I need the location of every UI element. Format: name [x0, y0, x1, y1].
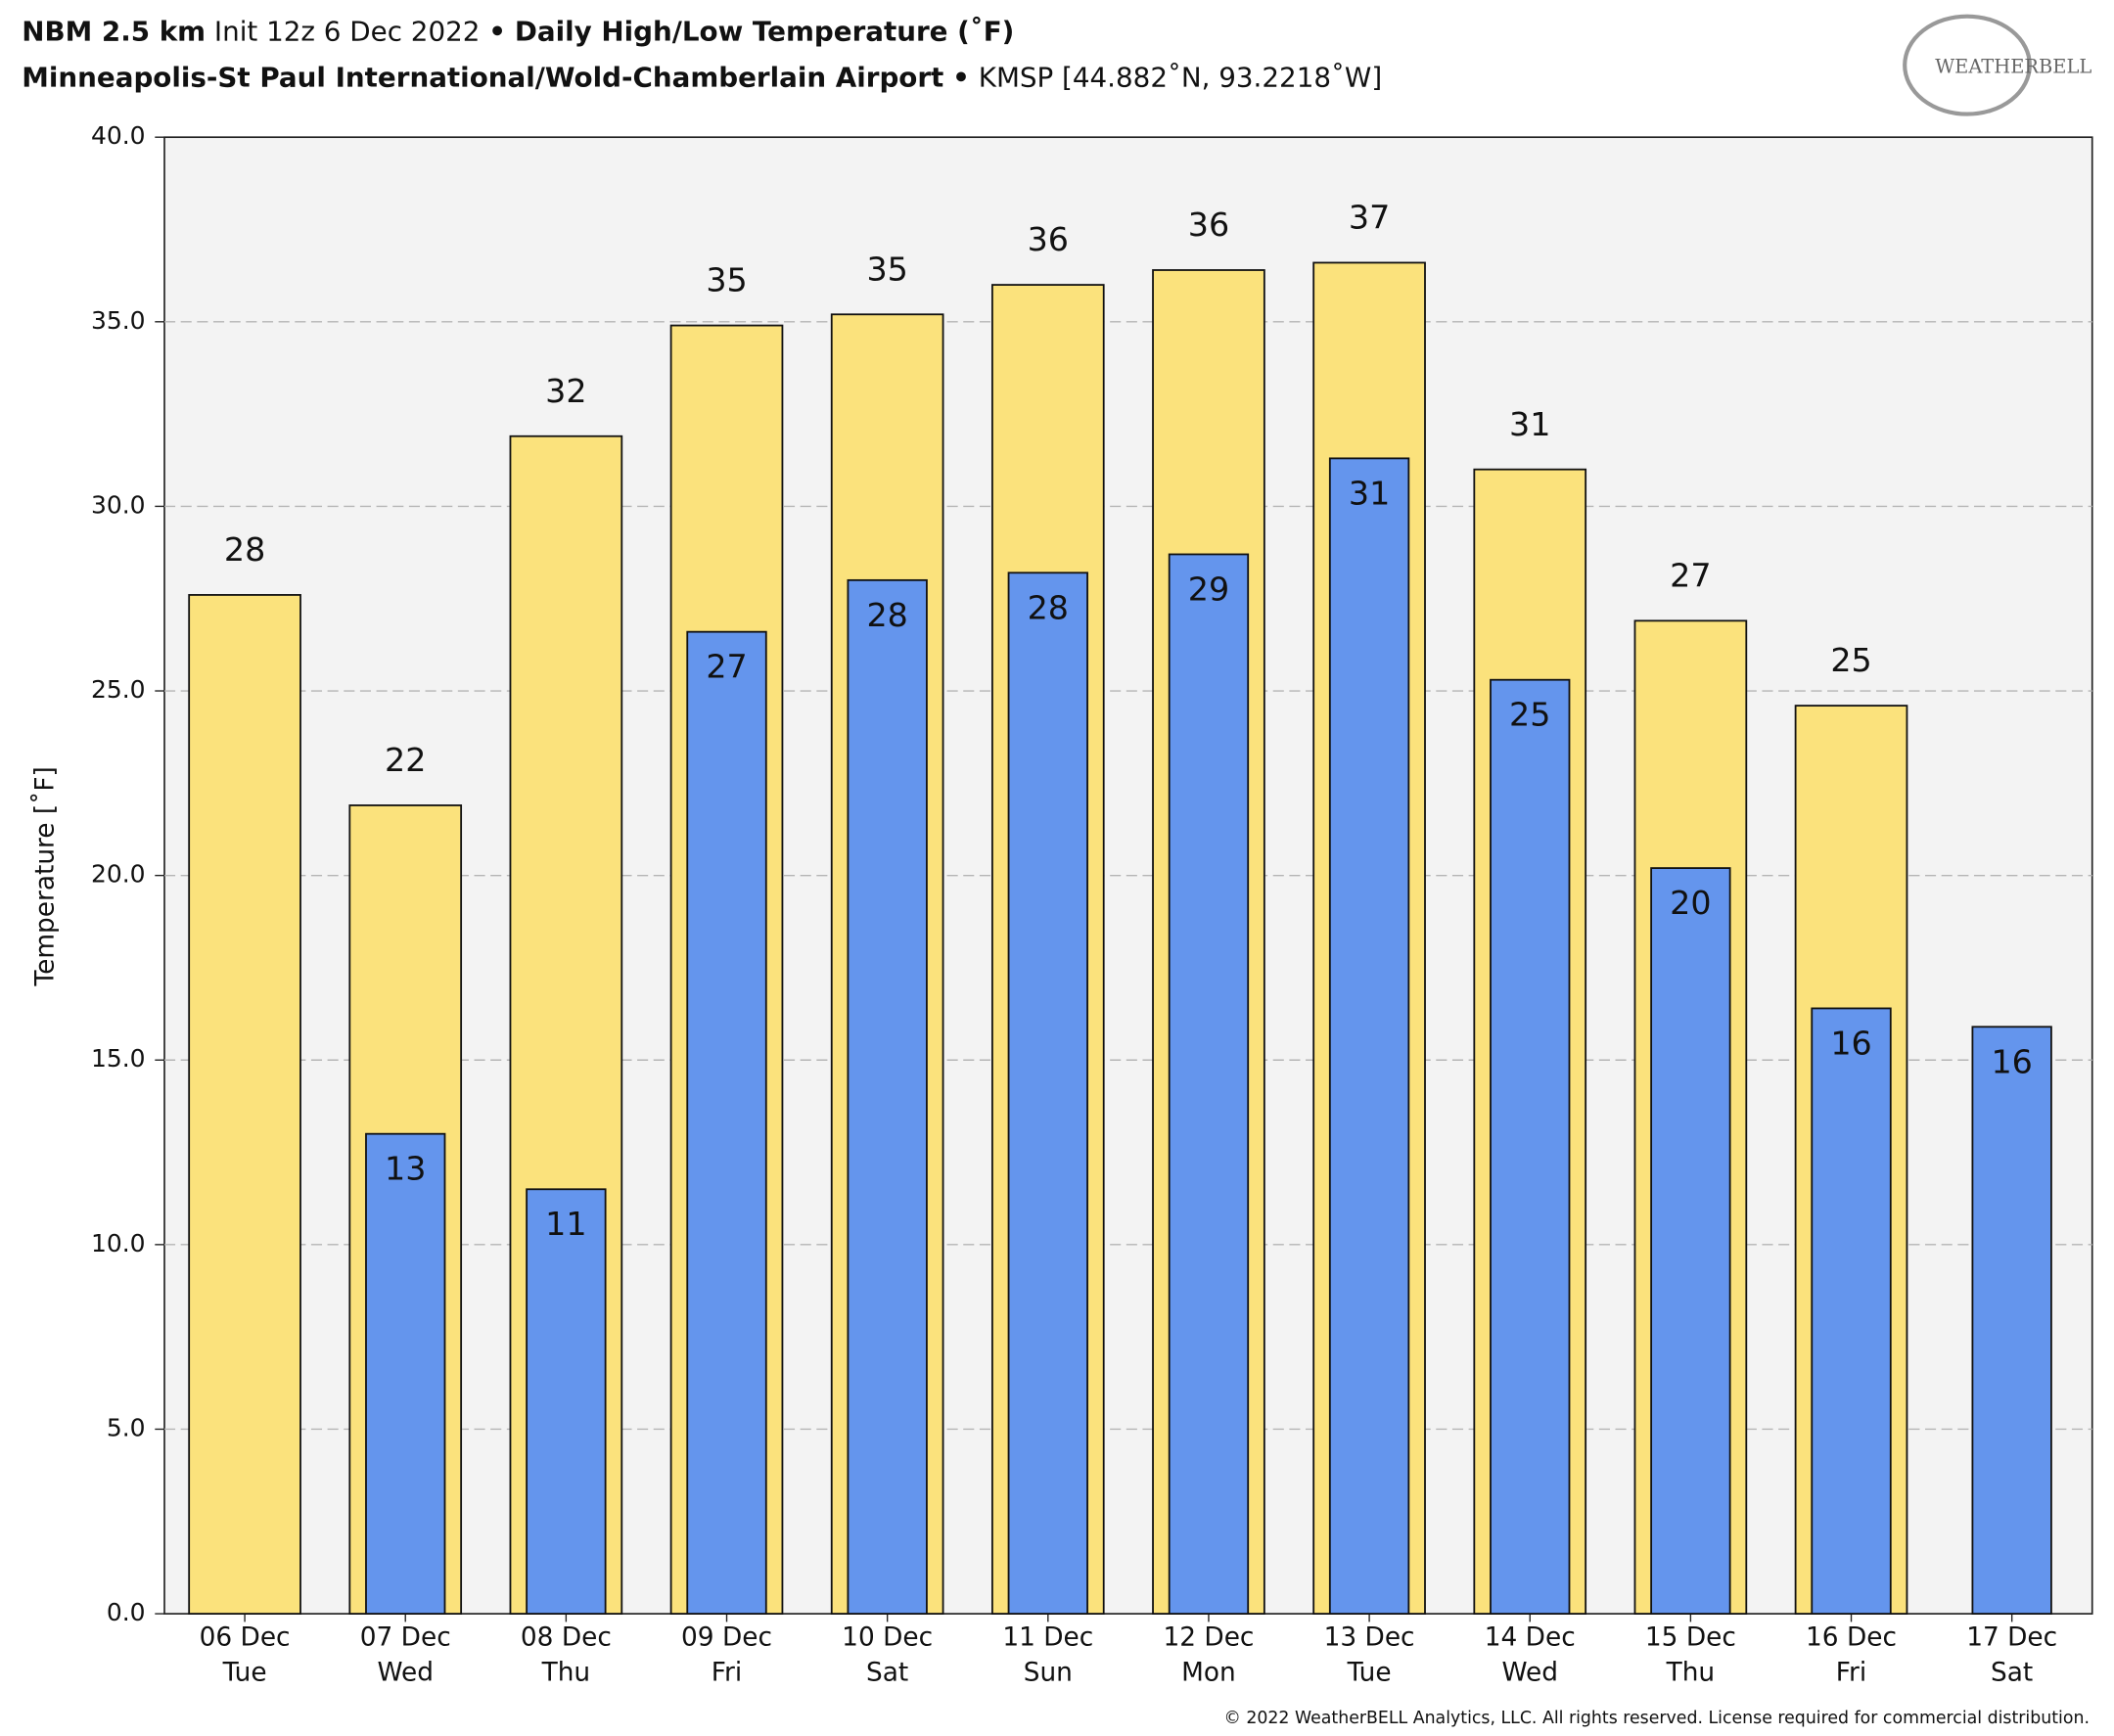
bar: [1328, 457, 1410, 1615]
value-label: 28: [866, 596, 907, 634]
bar: [188, 594, 301, 1615]
value-label: 35: [866, 250, 907, 288]
x-tick-label: 11 Dec: [1002, 1623, 1093, 1653]
bar: [686, 630, 767, 1615]
x-tick-label: 16 Dec: [1806, 1623, 1897, 1653]
subtitle-part: •: [952, 62, 970, 94]
title-part: •: [488, 15, 506, 47]
y-tick-label: 35.0: [91, 306, 146, 335]
x-tick-label: 09 Dec: [681, 1623, 772, 1653]
y-axis-label: Temperature [˚F]: [31, 766, 61, 986]
x-tick-label: Tue: [222, 1659, 267, 1688]
x-tick-label: 08 Dec: [521, 1623, 612, 1653]
y-tick-label: 40.0: [91, 121, 146, 150]
bar: [1007, 571, 1088, 1615]
value-label: 16: [1991, 1042, 2032, 1080]
x-tick-label: 13 Dec: [1324, 1623, 1415, 1653]
chart-subtitle: Minneapolis-St Paul International/Wold-C…: [22, 62, 1382, 94]
x-tick-label: Thu: [1666, 1659, 1716, 1688]
bar: [847, 578, 928, 1615]
title-part: NBM 2.5 km: [22, 15, 206, 47]
y-tick-label: 0.0: [107, 1598, 146, 1626]
x-tick-label: 15 Dec: [1645, 1623, 1736, 1653]
y-tick-label: 10.0: [91, 1229, 146, 1257]
value-label: 31: [1349, 474, 1390, 512]
bar: [365, 1132, 446, 1615]
x-tick-label: Thu: [541, 1659, 591, 1688]
value-label: 27: [706, 648, 747, 686]
bar: [1971, 1026, 2052, 1615]
bar: [1168, 553, 1250, 1615]
x-tick-label: Wed: [1502, 1659, 1558, 1688]
footer: © 2022 WeatherBELL Analytics, LLC. All r…: [1223, 1709, 2089, 1728]
bar: [1650, 867, 1731, 1615]
value-label: 29: [1188, 570, 1229, 608]
x-tick-label: Tue: [1347, 1659, 1392, 1688]
x-tick-label: 17 Dec: [1966, 1623, 2057, 1653]
value-label: 37: [1349, 199, 1390, 237]
title-part: Init 12z 6 Dec 2022: [214, 15, 481, 47]
chart-title: NBM 2.5 km Init 12z 6 Dec 2022 • Daily H…: [22, 15, 1014, 47]
bar: [526, 1188, 607, 1615]
x-tick-label: 06 Dec: [200, 1623, 291, 1653]
value-label: 11: [545, 1205, 586, 1243]
title-part: Daily High/Low Temperature (˚F): [515, 15, 1015, 47]
value-label: 28: [1028, 588, 1069, 626]
value-label: 16: [1830, 1024, 1871, 1062]
value-label: 25: [1509, 696, 1550, 734]
value-label: 35: [706, 261, 747, 299]
x-tick-label: 07 Dec: [360, 1623, 451, 1653]
x-tick-label: Mon: [1181, 1659, 1236, 1688]
logo-swirl: [1903, 14, 2032, 116]
x-tick-label: Sat: [1991, 1659, 2033, 1688]
value-label: 36: [1028, 220, 1069, 258]
y-tick-label: 5.0: [107, 1413, 146, 1441]
value-label: 20: [1670, 884, 1711, 922]
y-tick-label: 25.0: [91, 675, 146, 704]
y-tick-label: 20.0: [91, 860, 146, 889]
subtitle-part: KMSP [44.882˚N, 93.2218˚W]: [979, 62, 1382, 94]
y-tick-label: 30.0: [91, 490, 146, 519]
x-tick-label: Sat: [866, 1659, 908, 1688]
value-label: 32: [545, 372, 586, 410]
value-label: 28: [224, 530, 265, 569]
x-tick-label: Fri: [1836, 1659, 1866, 1688]
bar: [1811, 1007, 1892, 1615]
value-label: 25: [1830, 641, 1871, 679]
x-tick-label: Fri: [712, 1659, 742, 1688]
x-tick-label: Wed: [377, 1659, 433, 1688]
x-tick-label: Sun: [1024, 1659, 1073, 1688]
x-tick-label: 12 Dec: [1163, 1623, 1254, 1653]
x-tick-label: 14 Dec: [1485, 1623, 1576, 1653]
value-label: 13: [385, 1150, 426, 1188]
y-tick-label: 15.0: [91, 1044, 146, 1073]
bar: [1490, 678, 1571, 1615]
x-tick-label: 10 Dec: [842, 1623, 933, 1653]
value-label: 36: [1188, 206, 1229, 244]
value-label: 22: [385, 741, 426, 779]
value-label: 31: [1509, 405, 1550, 443]
subtitle-part: Minneapolis-St Paul International/Wold-C…: [22, 62, 943, 94]
logo: WEATHERBELL: [1935, 55, 2091, 77]
value-label: 27: [1670, 556, 1711, 594]
